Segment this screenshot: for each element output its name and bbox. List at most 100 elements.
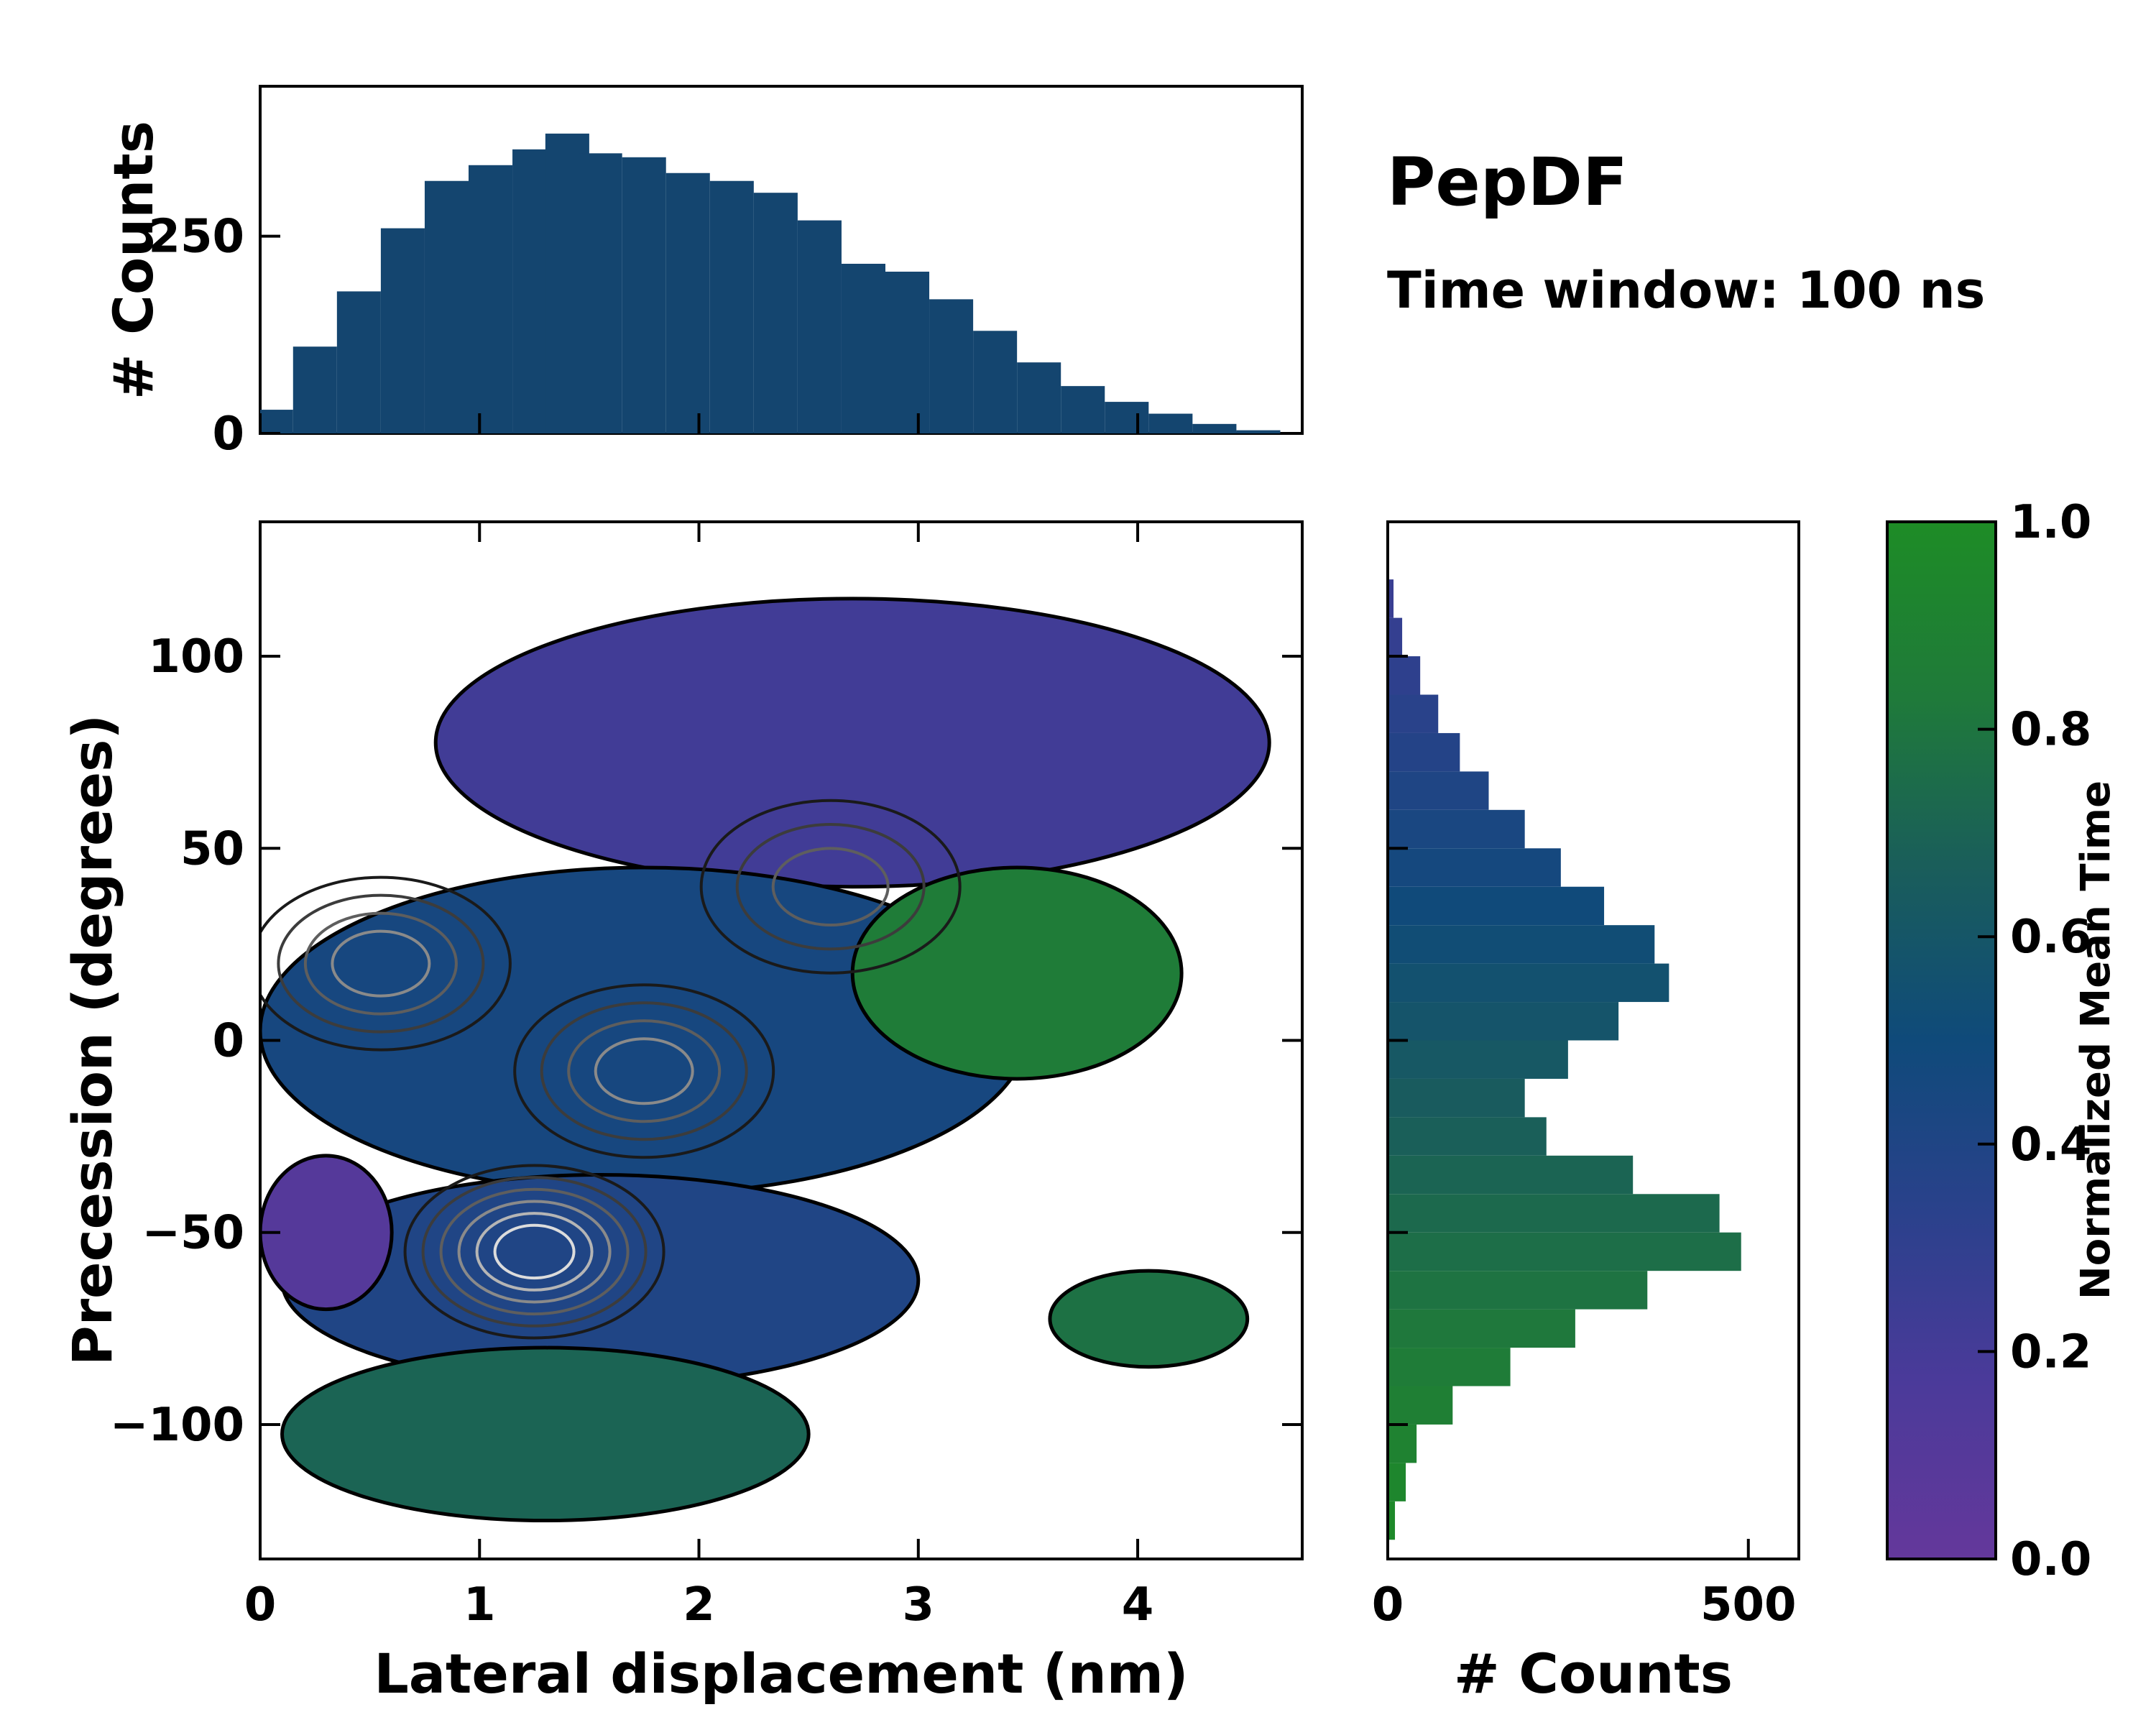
right-bar-4: [1388, 732, 1460, 772]
main-ytick-label-1: 50: [180, 822, 244, 875]
top-bar-1: [292, 346, 337, 433]
top-bar-20: [1105, 402, 1149, 433]
right-bar-12: [1388, 1040, 1568, 1079]
right-bar-18: [1388, 1271, 1648, 1310]
heatmap-region-5: [260, 1154, 394, 1312]
main-ticks: [259, 522, 1302, 1559]
top-bar-9: [622, 157, 666, 433]
main-xtick-label-1: 1: [464, 1578, 496, 1632]
main-xtick-labels: 0 1 2 3 4: [244, 1578, 1154, 1632]
top-bar-16: [929, 299, 974, 433]
main-ylabel: Precession (degrees): [60, 714, 124, 1366]
contour-peak-3-level-3: [567, 1019, 722, 1123]
right-bar-10: [1388, 963, 1669, 1003]
top-ytick-label-0: 0: [212, 408, 244, 461]
right-bar-16: [1388, 1194, 1720, 1233]
colorbar-tick-labels: 0.0 0.2 0.4 0.6 0.8 1.0: [2010, 496, 2091, 1586]
right-xtick-label-0: 0: [1372, 1578, 1404, 1632]
colorbar: 0.0 0.2 0.4 0.6 0.8 1.0 Normalized Mean Time: [1886, 496, 2119, 1586]
right-bar-5: [1388, 771, 1489, 810]
top-bar-2: [336, 291, 381, 433]
density-contours: [260, 799, 962, 1340]
colorbar-gradient-bar: [1886, 520, 1997, 1560]
top-bar-3: [380, 228, 425, 433]
right-bar-8: [1388, 886, 1605, 926]
contour-peak-3-level-2: [540, 1001, 748, 1141]
top-bar-21: [1148, 413, 1193, 433]
main-xtick-label-4: 4: [1122, 1578, 1154, 1632]
right-bar-13: [1388, 1078, 1525, 1118]
top-bar-13: [797, 220, 842, 433]
top-bar-14: [841, 263, 885, 433]
top-bar-19: [1061, 386, 1105, 433]
contour-peak-2-level-1: [260, 875, 512, 1052]
right-bar-14: [1388, 1117, 1547, 1156]
right-bar-15: [1388, 1155, 1634, 1195]
right-bar-0: [1388, 579, 1394, 618]
main-heatmap: 0 1 2 3 4 100 50 0 −50 −100 Lateral displacement…: [60, 520, 1304, 1706]
top-marginal-histogram: 0 250 # Counts: [101, 85, 1304, 461]
right-marginal-xlabel: # Counts: [1454, 1642, 1733, 1706]
colorbar-tick-label-1: 0.2: [2010, 1325, 2091, 1379]
contour-peak-1-level-2: [421, 1176, 648, 1328]
right-bar-11: [1388, 1002, 1619, 1041]
right-bar-23: [1388, 1463, 1406, 1501]
contour-peak-1-level-5: [475, 1212, 594, 1292]
contour-peak-1-level-6: [493, 1223, 576, 1280]
colorbar-tick-label-3: 0.6: [2010, 911, 2091, 964]
right-marginal-histogram: 0 500 # Counts: [1372, 520, 1800, 1706]
contour-peak-3-level-4: [594, 1037, 694, 1105]
right-bar-1: [1388, 617, 1403, 657]
top-marginal-bars: [260, 133, 1281, 433]
contour-peak-4-level-2: [735, 823, 926, 951]
heatmap-region-6: [280, 1346, 811, 1523]
top-bar-22: [1192, 423, 1237, 433]
main-xtick-label-0: 0: [244, 1578, 277, 1632]
top-bar-5: [469, 165, 513, 433]
top-marginal-ylabel: # Counts: [101, 121, 165, 400]
right-bar-2: [1388, 656, 1421, 695]
main-ytick-label-2: 0: [212, 1015, 244, 1068]
contour-peak-1-level-1: [403, 1164, 665, 1340]
contour-peak-2-level-2: [277, 893, 485, 1034]
contour-peak-1-level-3: [439, 1187, 630, 1316]
panel-subtitle: Time window: 100 ns: [1387, 261, 1985, 320]
main-xlabel: Lateral displacement (nm): [374, 1642, 1188, 1706]
right-bar-3: [1388, 694, 1439, 733]
right-marginal-bars: [1388, 579, 1741, 1540]
right-bar-24: [1388, 1501, 1396, 1540]
top-bar-18: [1017, 362, 1061, 433]
right-marginal-ticks: [1386, 655, 1750, 1559]
contour-peak-2-level-3: [303, 911, 458, 1016]
right-bar-6: [1388, 809, 1525, 849]
right-marginal-xtick-labels: 0 500: [1372, 1578, 1797, 1632]
top-marginal-ytick-labels: 0 250: [148, 211, 244, 461]
top-bar-15: [885, 271, 930, 433]
colorbar-label: Normalized Mean Time: [2073, 781, 2119, 1300]
heatmap-regions: [260, 597, 1271, 1523]
heatmap-region-7: [1048, 1269, 1250, 1369]
main-ytick-label-4: −100: [110, 1399, 244, 1452]
right-bar-7: [1388, 848, 1561, 887]
colorbar-tick-label-4: 0.8: [2010, 704, 2091, 757]
top-ytick-label-1: 250: [148, 211, 244, 264]
contour-peak-4-level-1: [699, 799, 962, 975]
right-bar-20: [1388, 1348, 1511, 1386]
right-xtick-label-1: 500: [1700, 1578, 1797, 1632]
top-bar-23: [1236, 430, 1281, 433]
main-xtick-label-3: 3: [903, 1578, 935, 1632]
colorbar-tick-label-2: 0.4: [2010, 1118, 2091, 1172]
contour-peak-2-level-4: [331, 929, 431, 998]
main-ytick-label-0: 100: [148, 630, 244, 684]
main-xtick-label-2: 2: [683, 1578, 715, 1632]
right-bar-22: [1388, 1424, 1417, 1463]
contour-peak-3-level-1: [513, 983, 775, 1159]
contour-peak-1-level-4: [457, 1200, 612, 1304]
colorbar-tick-label-5: 1.0: [2010, 496, 2091, 549]
top-bar-8: [578, 153, 622, 433]
heatmap-region-1: [433, 597, 1271, 889]
main-ytick-label-3: −50: [142, 1207, 244, 1260]
top-bar-0: [260, 410, 293, 433]
top-bar-11: [709, 180, 754, 433]
top-marginal-ticks: [259, 234, 1140, 435]
